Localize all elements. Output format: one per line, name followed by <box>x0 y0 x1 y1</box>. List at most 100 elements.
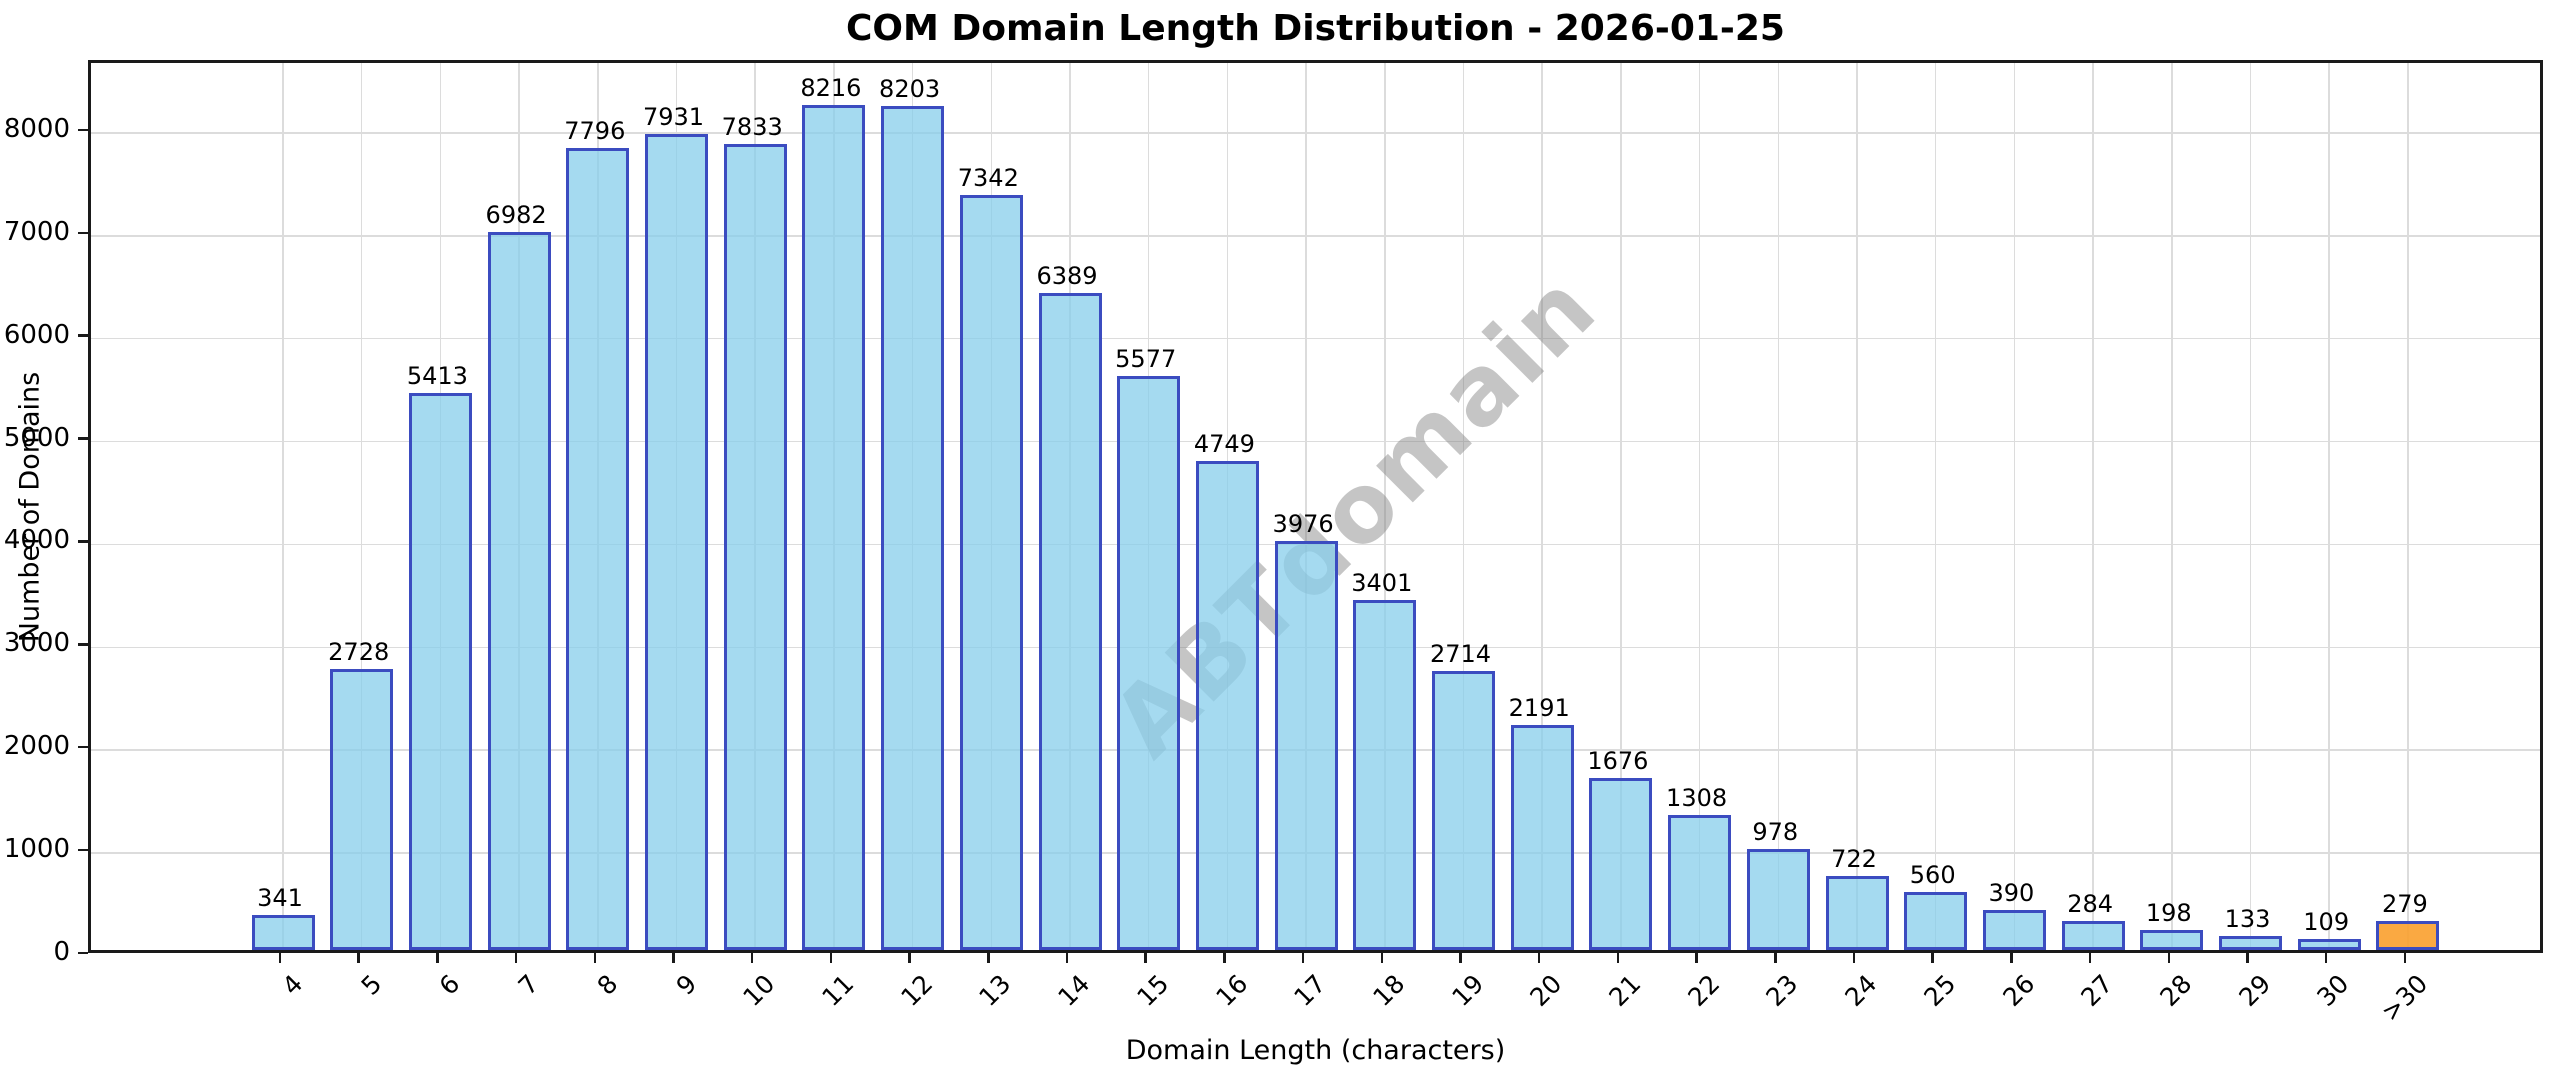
x-tick-label-text: 13 <box>973 969 1017 1013</box>
bar <box>566 147 630 950</box>
x-tick-label-text: 10 <box>737 969 781 1013</box>
x-tick-mark <box>357 953 360 963</box>
y-tick-label: 4000 <box>3 525 70 556</box>
x-tick-mark <box>1380 953 1384 963</box>
x-tick-mark <box>908 953 911 963</box>
bar-value-label: 6389 <box>1036 261 1098 290</box>
x-tick-mark <box>2010 953 2013 963</box>
x-tick-label-text: 12 <box>895 969 939 1013</box>
bar-value-label: 560 <box>1909 861 1956 890</box>
x-tick-label-text: 9 <box>670 969 703 1001</box>
bar <box>2297 938 2361 950</box>
y-tick-mark <box>78 848 88 852</box>
gridline-vertical <box>1856 63 1858 950</box>
y-tick-label: 2000 <box>3 731 70 762</box>
bar <box>1510 724 1574 950</box>
bar-value-label: 5577 <box>1115 345 1177 374</box>
x-tick-label-text: 29 <box>2233 969 2277 1013</box>
x-tick-label-text: 24 <box>1839 969 1883 1013</box>
y-tick-label: 5000 <box>3 422 70 453</box>
gridline-vertical <box>2171 63 2173 950</box>
gridline-horizontal <box>91 440 2540 443</box>
gridline-vertical <box>1305 63 1307 950</box>
y-tick-mark <box>78 437 88 440</box>
bar-value-label: 8216 <box>800 73 862 102</box>
x-tick-label-text: 26 <box>1996 969 2040 1013</box>
chart-title: COM Domain Length Distribution - 2026-01… <box>846 8 1785 49</box>
bar-value-label: 978 <box>1752 818 1799 847</box>
bar <box>1668 815 1732 950</box>
bar <box>1353 600 1417 950</box>
gridline-vertical <box>1541 63 1543 950</box>
bar-value-label: 2714 <box>1429 639 1492 668</box>
x-tick-label-text: 5 <box>355 969 388 1001</box>
x-tick-label-text: 17 <box>1288 969 1332 1013</box>
bar <box>330 669 394 950</box>
x-tick-label-text: 22 <box>1682 969 1726 1013</box>
bar-value-label: 7342 <box>957 163 1019 192</box>
gridline-vertical <box>2407 63 2409 950</box>
x-tick-label-text: 14 <box>1052 969 1096 1013</box>
bar-value-label: 1676 <box>1587 746 1649 775</box>
bar <box>645 134 708 950</box>
bar <box>1432 670 1495 950</box>
y-tick-mark <box>78 540 88 543</box>
x-tick-label-text: 18 <box>1367 969 1411 1013</box>
bar-value-label: 2728 <box>328 638 390 667</box>
y-tick-label: 7000 <box>3 216 70 247</box>
bar <box>1825 875 1889 950</box>
bar-value-label: 198 <box>2145 898 2192 927</box>
gridline-vertical <box>282 63 284 950</box>
x-tick-mark <box>1223 953 1226 963</box>
y-tick-mark <box>78 334 88 337</box>
x-tick-mark <box>1695 953 1698 963</box>
x-tick-mark <box>1459 953 1462 963</box>
x-tick-label-text: 8 <box>591 969 624 1001</box>
bar <box>1904 892 1968 950</box>
x-tick-mark <box>1537 953 1541 963</box>
x-tick-mark <box>1616 953 1620 963</box>
bar-value-label: 722 <box>1831 844 1877 873</box>
bar-value-label: 7931 <box>642 103 705 132</box>
gridline-vertical <box>1462 63 1465 950</box>
x-tick-mark <box>1144 953 1147 963</box>
x-axis-label: Domain Length (characters) <box>1125 1035 1506 1066</box>
gridline-vertical <box>360 63 363 950</box>
gridline-horizontal <box>91 132 2540 134</box>
bar <box>1589 777 1653 950</box>
y-tick-mark <box>78 231 88 235</box>
bar-value-label: 133 <box>2224 905 2271 934</box>
gridline-vertical <box>2328 63 2330 950</box>
x-tick-mark <box>672 953 675 963</box>
x-tick-label-text: 23 <box>1760 969 1804 1013</box>
x-tick-mark <box>1774 953 1777 963</box>
bar-value-label: 7796 <box>564 116 626 145</box>
y-tick-mark <box>78 128 88 132</box>
bar-value-label: 1308 <box>1666 784 1728 813</box>
bar <box>1746 849 1810 950</box>
y-tick-label: 6000 <box>3 319 70 350</box>
bar-value-label: 284 <box>2067 889 2113 918</box>
bar <box>1274 540 1338 950</box>
bar-value-label: 109 <box>2303 907 2350 936</box>
y-tick-label: 3000 <box>3 628 70 659</box>
bar <box>802 104 866 950</box>
bar-value-label: 2191 <box>1508 693 1570 722</box>
x-tick-label-text: >30 <box>2375 969 2434 1027</box>
x-tick-mark <box>1301 953 1305 963</box>
bar-value-label: 279 <box>2381 890 2428 919</box>
x-tick-label-text: 16 <box>1209 969 1253 1013</box>
bar-value-label: 3401 <box>1351 569 1413 598</box>
bar-value-label: 8203 <box>879 75 941 104</box>
x-tick-mark <box>2403 953 2407 963</box>
y-tick-mark <box>78 745 88 749</box>
y-tick-mark <box>78 951 88 955</box>
x-tick-label-text: 4 <box>276 969 309 1001</box>
x-tick-label-text: 30 <box>2311 969 2355 1013</box>
gridline-vertical <box>1698 63 1701 950</box>
bar-value-label: 7833 <box>721 113 783 142</box>
bar-highlight <box>2376 921 2440 950</box>
bar-value-label: 4749 <box>1193 430 1255 459</box>
x-tick-label-text: 6 <box>434 969 466 1001</box>
x-tick-label-text: 27 <box>2075 969 2119 1013</box>
